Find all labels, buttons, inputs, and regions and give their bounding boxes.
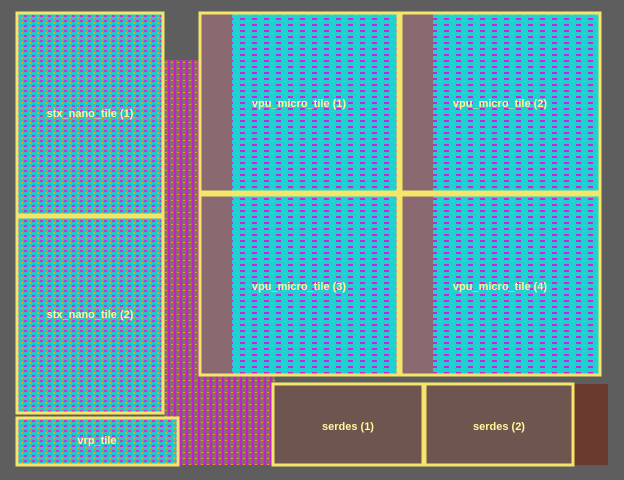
block-macro (200, 13, 232, 192)
block-frame (198, 11, 400, 194)
block-macro (401, 195, 433, 375)
block-label: vpu_micro_tile (1) (252, 98, 346, 110)
block-fill (273, 384, 423, 465)
block-fill (425, 384, 573, 465)
block-fill (17, 217, 163, 413)
block-fill (200, 13, 398, 192)
block-label: serdes (2) (473, 421, 525, 433)
block-frame (15, 215, 165, 415)
block-frame (271, 382, 425, 467)
block: vpu_micro_tile (4) (399, 193, 602, 377)
block: stx_nano_tile (1) (15, 11, 165, 217)
block-label: vpu_micro_tile (2) (453, 98, 547, 110)
block-label: vrp_tile (77, 435, 116, 447)
block-fill (401, 195, 600, 375)
block: vpu_micro_tile (3) (198, 193, 400, 377)
block: vpu_micro_tile (1) (198, 11, 400, 194)
block-fill (401, 13, 600, 192)
block-label: vpu_micro_tile (3) (252, 281, 346, 293)
block-macro (401, 13, 433, 192)
routing-channel (180, 375, 275, 465)
block-frame (399, 11, 602, 194)
block: vpu_micro_tile (2) (399, 11, 602, 194)
block: serdes (1) (271, 382, 425, 467)
block-label: stx_nano_tile (2) (47, 309, 134, 321)
block-label: serdes (1) (322, 421, 374, 433)
block-frame (423, 382, 575, 467)
io-region (573, 384, 608, 465)
block: stx_nano_tile (2) (15, 215, 165, 415)
block-fill (17, 418, 178, 465)
block-frame (399, 193, 602, 377)
block-label: stx_nano_tile (1) (47, 108, 134, 120)
block-frame (15, 11, 165, 217)
block-frame (15, 416, 180, 467)
block-frame (198, 193, 400, 377)
block-macro (200, 195, 232, 375)
block-label: vpu_micro_tile (4) (453, 281, 547, 293)
block: serdes (2) (423, 382, 575, 467)
block: vrp_tile (15, 416, 180, 467)
block-fill (200, 195, 398, 375)
block-fill (17, 13, 163, 215)
